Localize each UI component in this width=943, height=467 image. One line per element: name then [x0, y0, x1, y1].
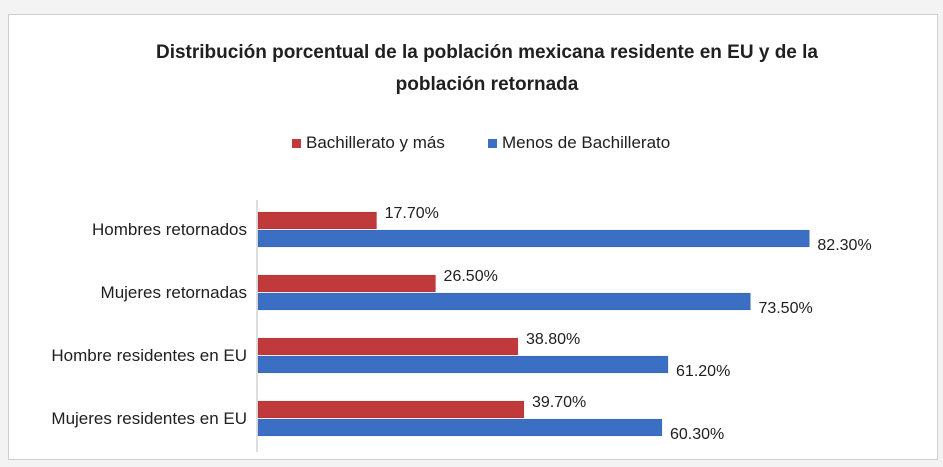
chart-frame: Distribución porcentual de la población …: [8, 14, 938, 460]
bar-0-2: [257, 337, 519, 356]
bar-1-3: [257, 418, 663, 437]
data-label-0-2: 38.80%: [526, 331, 580, 348]
category-label-2: Hombre residentes en EU: [51, 346, 247, 365]
bar-1-0: [257, 229, 810, 248]
bar-chart: Distribución porcentual de la población …: [51, 42, 872, 452]
bar-1-1: [257, 292, 751, 311]
category-label-0: Hombres retornados: [92, 220, 247, 239]
data-label-1-3: 60.30%: [670, 426, 724, 443]
data-label-1-2: 61.20%: [676, 363, 730, 380]
chart-title-line-1: Distribución porcentual de la población …: [156, 42, 818, 63]
bar-0-0: [257, 211, 377, 230]
chart-title: Distribución porcentual de la población …: [156, 42, 818, 95]
legend: Bachillerato y más Menos de Bachillerato: [292, 133, 670, 152]
data-label-0-1: 26.50%: [444, 268, 498, 285]
data-label-0-0: 17.70%: [385, 205, 439, 222]
data-label-0-3: 39.70%: [532, 394, 586, 411]
category-labels: Hombres retornados Mujeres retornadas Homb…: [51, 220, 247, 428]
category-label-1: Mujeres retornadas: [101, 283, 247, 302]
bars: [257, 211, 810, 437]
data-label-1-1: 73.50%: [758, 300, 812, 317]
category-label-3: Mujeres residentes en EU: [51, 409, 247, 428]
legend-swatch-1: [488, 139, 497, 148]
bar-0-1: [257, 274, 436, 293]
legend-swatch-0: [292, 139, 301, 148]
bar-0-3: [257, 400, 525, 419]
chart-title-line-2: población retornada: [396, 74, 579, 95]
data-labels: 17.70% 82.30% 26.50% 73.50% 38.80% 61.20% 39.7…: [385, 205, 872, 443]
bar-1-2: [257, 355, 669, 374]
legend-label-0: Bachillerato y más: [306, 133, 445, 152]
legend-label-1: Menos de Bachillerato: [502, 133, 670, 152]
data-label-1-0: 82.30%: [817, 237, 871, 254]
